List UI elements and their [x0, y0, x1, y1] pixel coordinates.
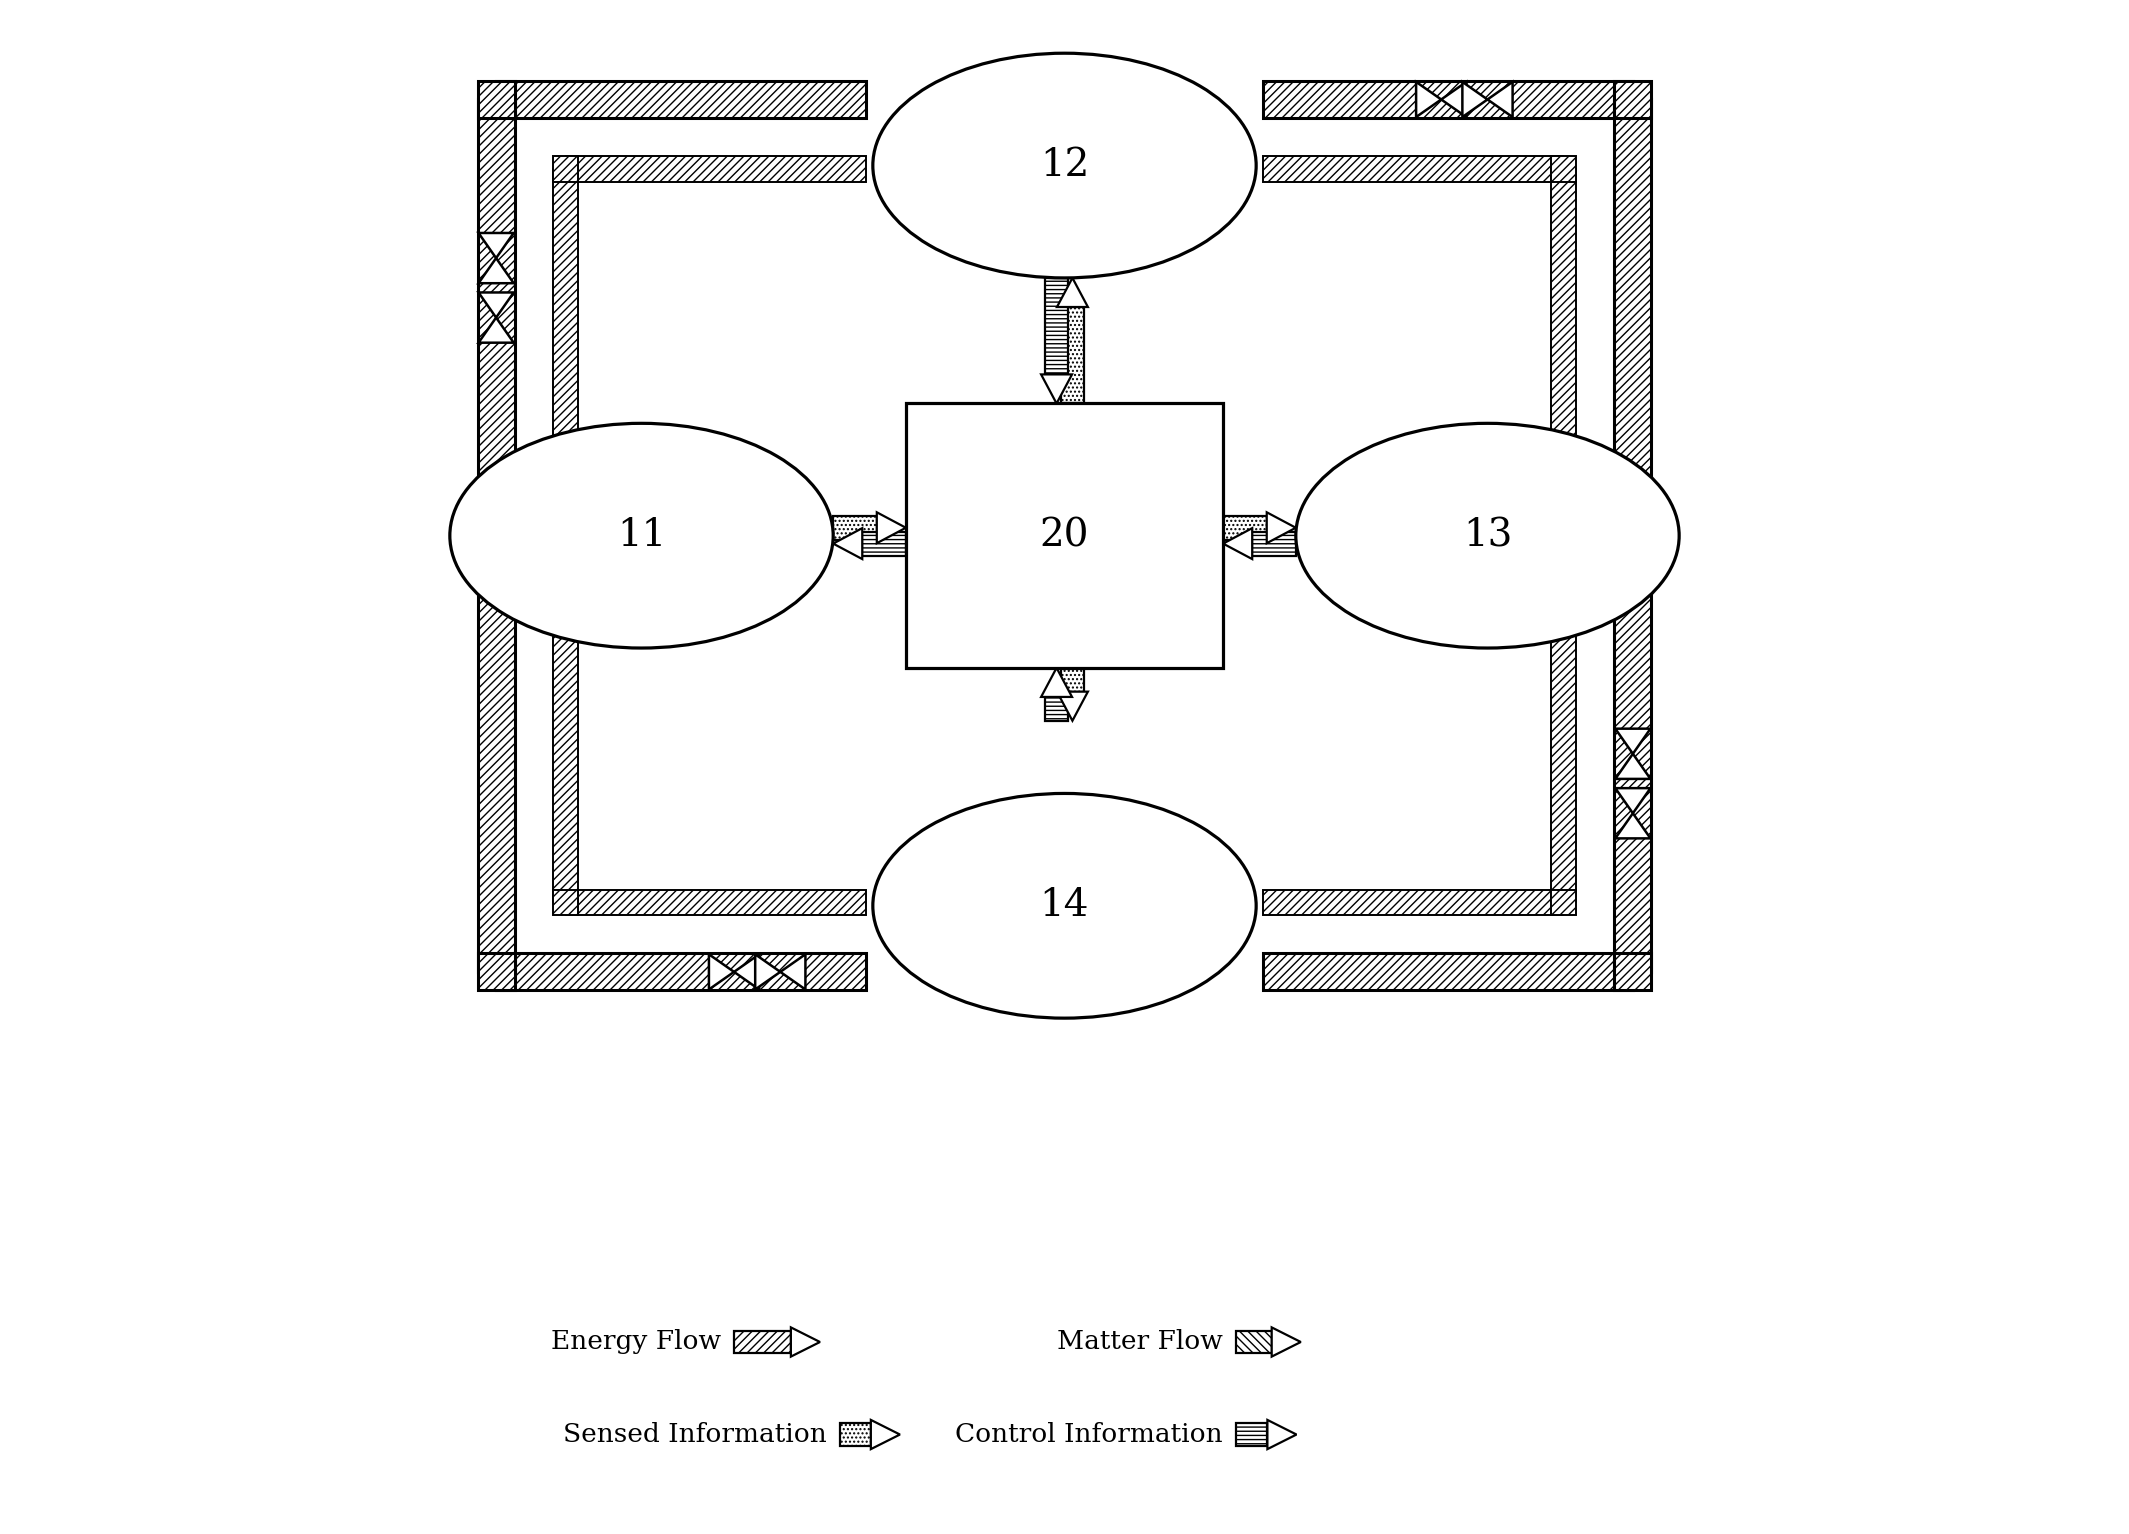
- Polygon shape: [1616, 753, 1650, 779]
- Text: 20: 20: [1039, 517, 1090, 554]
- Bar: [1550, 169, 1575, 902]
- Bar: [1550, 156, 1575, 183]
- Polygon shape: [479, 233, 513, 258]
- Bar: [1237, 1424, 1267, 1445]
- Ellipse shape: [873, 54, 1256, 278]
- Bar: [735, 1332, 790, 1353]
- Bar: [905, 403, 1224, 667]
- Polygon shape: [832, 528, 862, 558]
- Polygon shape: [1056, 278, 1088, 307]
- Text: Matter Flow: Matter Flow: [1058, 1330, 1224, 1355]
- Text: 11: 11: [617, 517, 666, 554]
- Text: 14: 14: [1039, 887, 1090, 925]
- Bar: [1614, 100, 1652, 973]
- Bar: [1060, 307, 1084, 403]
- Bar: [1262, 953, 1633, 991]
- Polygon shape: [1041, 667, 1073, 696]
- Polygon shape: [1267, 512, 1297, 543]
- Bar: [1224, 515, 1267, 540]
- Ellipse shape: [449, 423, 832, 647]
- Bar: [477, 81, 515, 118]
- Polygon shape: [1488, 81, 1512, 117]
- Bar: [566, 890, 867, 916]
- Polygon shape: [479, 293, 513, 318]
- Polygon shape: [781, 954, 805, 989]
- Bar: [1614, 81, 1652, 118]
- Polygon shape: [1056, 692, 1088, 721]
- Bar: [496, 81, 867, 118]
- Polygon shape: [479, 258, 513, 284]
- Bar: [1237, 1332, 1271, 1353]
- Ellipse shape: [1297, 423, 1680, 647]
- Polygon shape: [877, 512, 905, 543]
- Bar: [1262, 890, 1563, 916]
- Polygon shape: [1416, 81, 1441, 117]
- Polygon shape: [735, 954, 760, 989]
- Bar: [862, 532, 905, 555]
- Polygon shape: [1267, 1420, 1297, 1450]
- Polygon shape: [1041, 374, 1073, 403]
- Polygon shape: [1616, 729, 1650, 753]
- Text: 13: 13: [1463, 517, 1512, 554]
- Bar: [1252, 532, 1297, 555]
- Bar: [1060, 667, 1084, 692]
- Bar: [477, 953, 515, 991]
- Text: Control Information: Control Information: [956, 1422, 1224, 1447]
- Bar: [477, 100, 515, 973]
- Polygon shape: [1463, 81, 1488, 117]
- Polygon shape: [871, 1420, 901, 1450]
- Bar: [1550, 890, 1575, 916]
- Bar: [1045, 278, 1069, 374]
- Bar: [554, 169, 579, 902]
- Polygon shape: [1224, 528, 1252, 558]
- Bar: [1262, 81, 1633, 118]
- Text: Sensed Information: Sensed Information: [562, 1422, 826, 1447]
- Ellipse shape: [873, 793, 1256, 1019]
- Polygon shape: [790, 1327, 820, 1356]
- Polygon shape: [479, 318, 513, 342]
- Bar: [1045, 696, 1069, 721]
- Polygon shape: [1271, 1327, 1301, 1356]
- Bar: [1614, 953, 1652, 991]
- Text: 12: 12: [1039, 147, 1090, 184]
- Polygon shape: [709, 954, 735, 989]
- Text: Energy Flow: Energy Flow: [551, 1330, 722, 1355]
- Polygon shape: [756, 954, 781, 989]
- Polygon shape: [1616, 788, 1650, 813]
- Polygon shape: [1616, 813, 1650, 839]
- Bar: [554, 156, 579, 183]
- Polygon shape: [1441, 81, 1467, 117]
- Bar: [554, 890, 579, 916]
- Bar: [566, 156, 867, 183]
- Bar: [1262, 156, 1563, 183]
- Bar: [496, 953, 867, 991]
- Bar: [839, 1424, 871, 1445]
- Bar: [832, 515, 877, 540]
